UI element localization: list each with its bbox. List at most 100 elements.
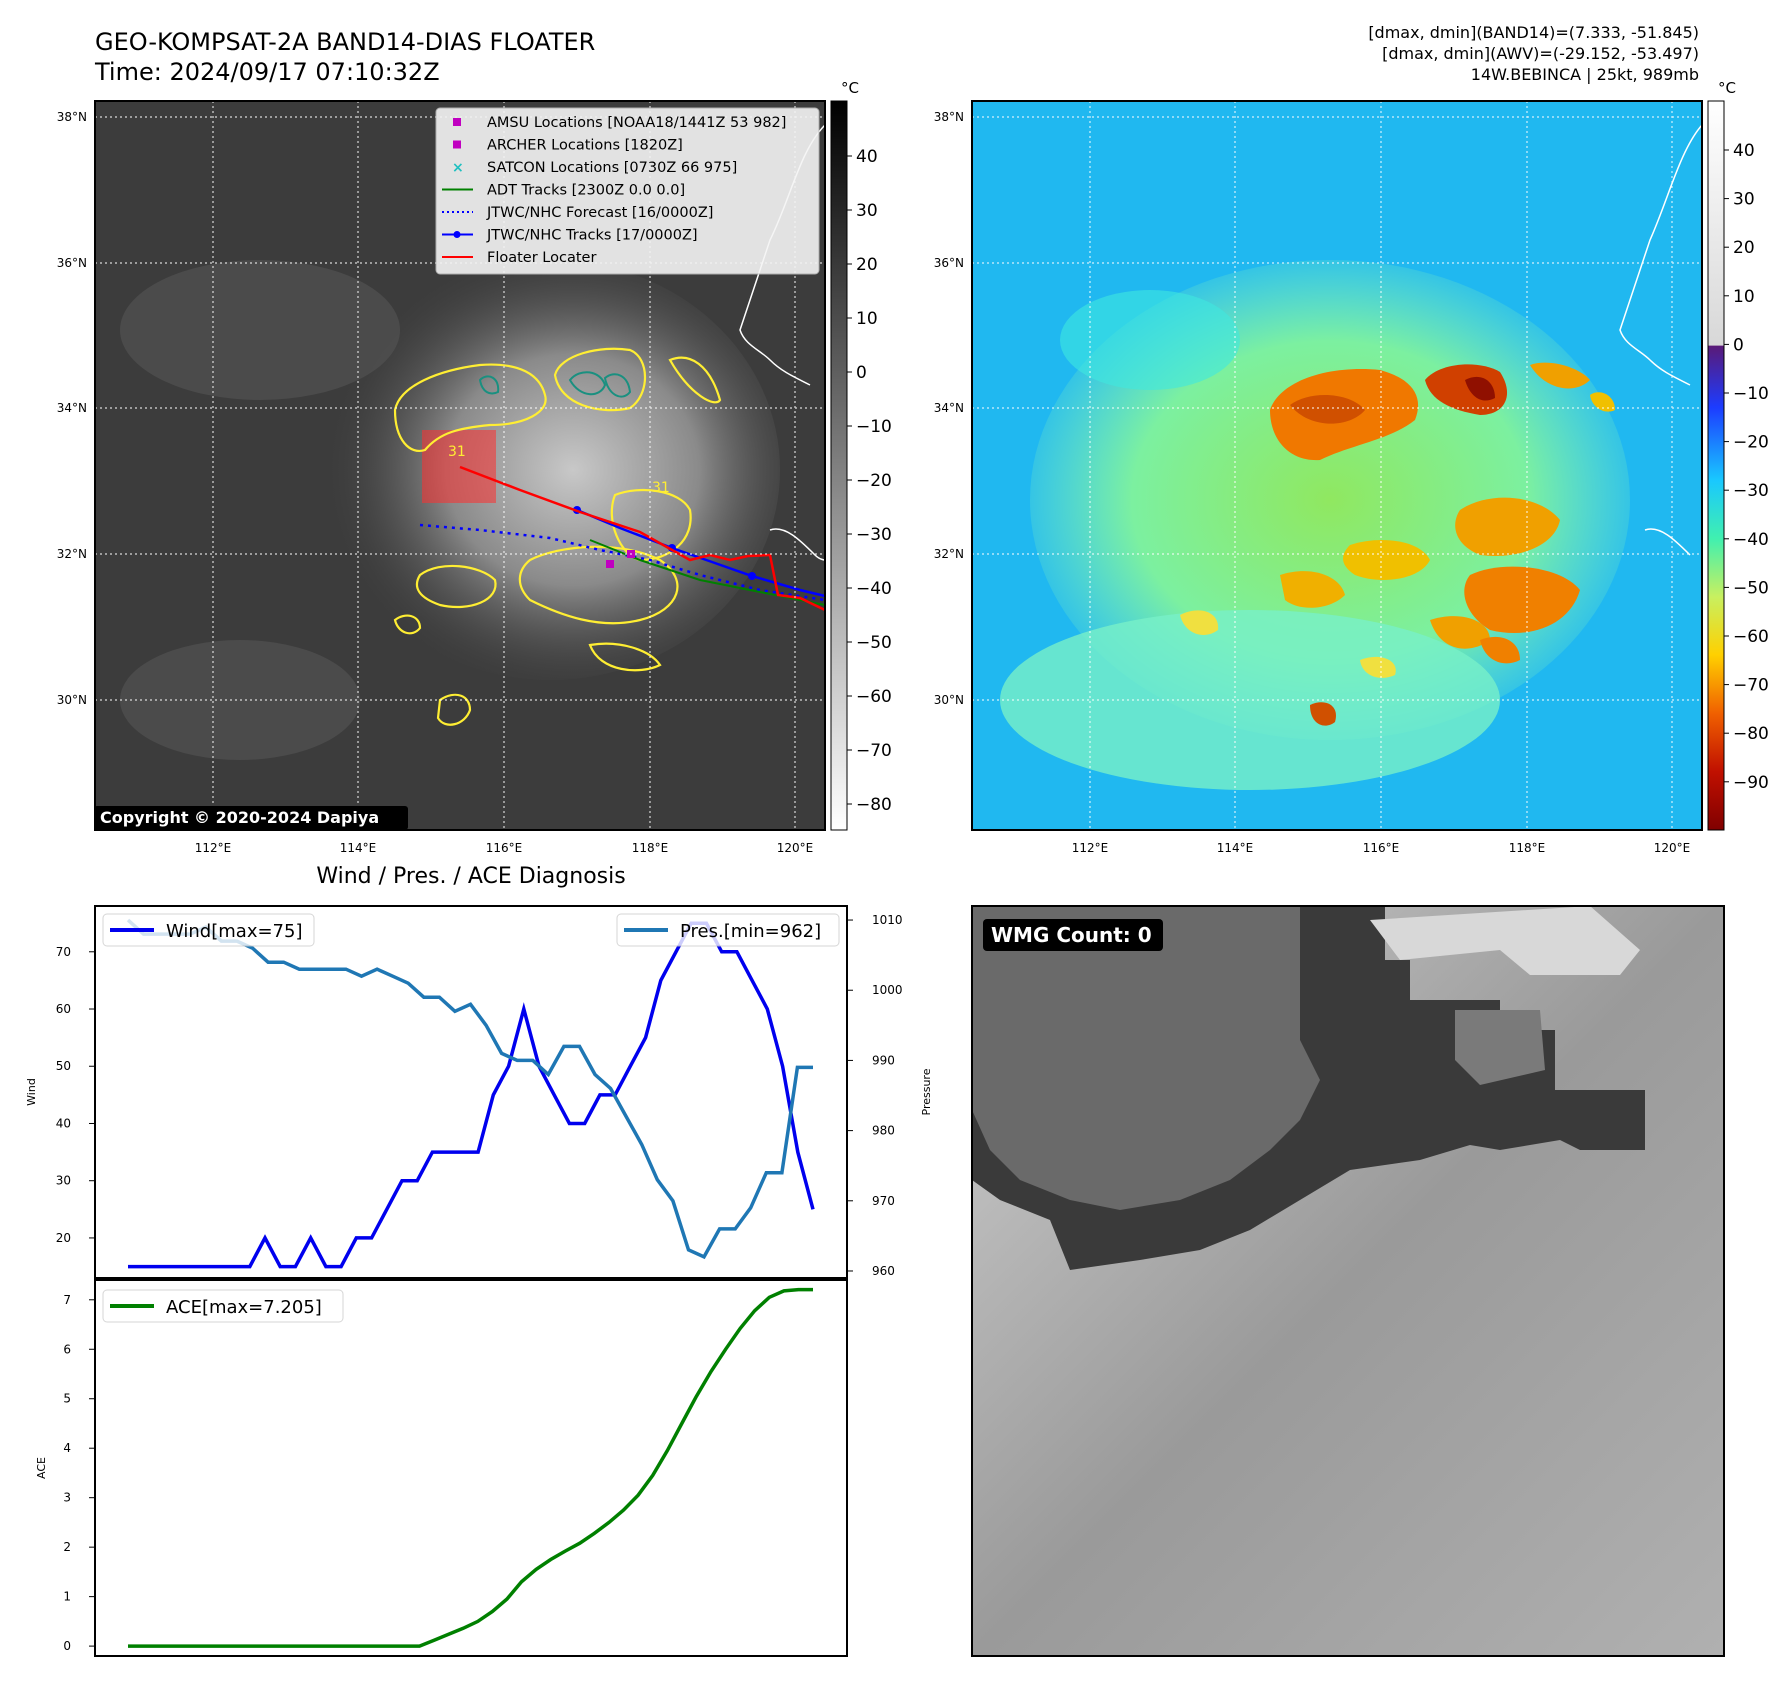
y-tick-label: 20 xyxy=(56,1231,71,1245)
y-tick-label: 50 xyxy=(56,1059,71,1073)
legend-entry: ARCHER Locations [1820Z] xyxy=(453,138,683,154)
floater-locater-track xyxy=(459,465,826,612)
y-tick-label: 2 xyxy=(63,1540,71,1554)
lat-tick-label: 36°N xyxy=(934,256,964,270)
copyright-box xyxy=(94,806,408,830)
lon-tick-label: 120°E xyxy=(1654,841,1691,855)
colorbar-tick-label: 10 xyxy=(1733,287,1755,307)
coastline xyxy=(1619,124,1703,386)
wmg-panel: WMG Count: 0 xyxy=(971,905,1725,1657)
lat-tick-label: 36°N xyxy=(57,256,87,270)
gray-colorbar-bar xyxy=(830,100,848,831)
y-tick-label: 70 xyxy=(56,945,71,959)
awv-map-frame xyxy=(971,100,1703,831)
pressure-legend-label: Pres.[min=962] xyxy=(680,921,821,942)
ace-legend-label: ACE[max=7.205] xyxy=(166,1297,322,1318)
wind-legend-label: Wind[max=75] xyxy=(166,921,303,942)
brightness-contours xyxy=(393,347,722,726)
info-storm: 14W.BEBINCA | 25kt, 989mb xyxy=(1471,65,1699,84)
jtwc-forecast-track xyxy=(419,523,826,602)
colorbar-tick-label: −70 xyxy=(1733,676,1769,696)
colorbar-tick-label: 20 xyxy=(1733,238,1755,258)
wind-pressure-frame xyxy=(94,905,848,1279)
legend-marker-square xyxy=(453,118,461,126)
legend-marker-x: × xyxy=(452,160,464,176)
colorbar-tick-label: −40 xyxy=(856,579,892,599)
colorbar-tick-label: 0 xyxy=(1733,335,1744,355)
figure-title: GEO-KOMPSAT-2A BAND14-DIAS FLOATER xyxy=(95,28,595,56)
colorbar-tick-label: 20 xyxy=(856,255,878,275)
gray-colorbar-unit: °C xyxy=(841,79,859,97)
lat-tick-label: 32°N xyxy=(57,547,87,561)
jet-colorbar-bar xyxy=(1707,100,1725,831)
y-tick-label: 7 xyxy=(63,1293,71,1307)
coastline xyxy=(769,528,826,561)
contour-label: 31 xyxy=(448,444,466,460)
legend-label: AMSU Locations [NOAA18/1441Z 53 982] xyxy=(487,115,786,131)
colorbar-tick-label: −30 xyxy=(1733,481,1769,501)
colorbar-tick-label: −20 xyxy=(856,471,892,491)
moist-region xyxy=(1000,610,1500,790)
ace-chart: 7 6 5 4 3 2 1 0 ACE ACE[max=7.205] xyxy=(35,1279,848,1657)
y-tick-label: 1000 xyxy=(872,983,903,997)
jtwc-best-track xyxy=(576,508,826,598)
colorbar-tick-label: −20 xyxy=(1733,433,1769,453)
ace-frame xyxy=(94,1279,848,1657)
y-tick-label: 990 xyxy=(872,1053,895,1067)
lat-tick-label: 30°N xyxy=(57,693,87,707)
colorbar-tick-label: 0 xyxy=(856,363,867,383)
y-tick-label: 1010 xyxy=(872,913,903,927)
wmg-count-box xyxy=(983,919,1163,951)
wind-ylabel: Wind xyxy=(25,1078,38,1106)
info-awv: [dmax, dmin](AWV)=(-29.152, -53.497) xyxy=(1382,44,1699,63)
colorbar-tick-label: −30 xyxy=(856,525,892,545)
colorbar-tick-label: 30 xyxy=(856,201,878,221)
storm-cloud-mass xyxy=(320,260,780,680)
colorbar-tick-label: 30 xyxy=(1733,190,1755,210)
jet-colorbar: °C 40 30 20 10 0 −10 −20 −30 −40 −50 −60 −70 −80 −90 xyxy=(1707,79,1769,831)
wmg-frame xyxy=(971,905,1725,1657)
wmg-light-region xyxy=(1370,906,1640,975)
y-tick-label: 30 xyxy=(56,1174,71,1188)
lat-tick-label: 38°N xyxy=(934,110,964,124)
lon-tick-label: 112°E xyxy=(1072,841,1109,855)
legend-label: Floater Locater xyxy=(487,250,596,266)
colorbar-tick-label: −90 xyxy=(1733,773,1769,793)
colorbar-tick-label: −60 xyxy=(856,687,892,707)
lon-tick-label: 116°E xyxy=(1363,841,1400,855)
ace-legend xyxy=(102,1289,344,1323)
y-tick-label: 980 xyxy=(872,1124,895,1138)
contour-label: 31 xyxy=(652,480,670,496)
y-tick-label: 3 xyxy=(63,1491,71,1505)
colorbar-tick-label: 10 xyxy=(856,309,878,329)
legend-entry: Floater Locater xyxy=(442,250,596,266)
colorbar-tick-label: 40 xyxy=(1733,141,1755,161)
info-band14: [dmax, dmin](BAND14)=(7.333, -51.845) xyxy=(1368,23,1699,42)
colorbar-tick-label: −70 xyxy=(856,741,892,761)
legend-label: ADT Tracks [2300Z 0.0 0.0] xyxy=(487,183,685,199)
y-tick-label: 4 xyxy=(63,1441,71,1455)
awv-map-panel: 38°N 36°N 34°N 32°N 30°N 112°E 114°E 116°E 118°… xyxy=(934,100,1703,855)
colorbar-tick-label: 40 xyxy=(856,147,878,167)
lat-tick-label: 34°N xyxy=(934,401,964,415)
lon-tick-label: 114°E xyxy=(1217,841,1254,855)
wmg-mid-region xyxy=(972,906,1320,1210)
colorbar-tick-label: −80 xyxy=(1733,724,1769,744)
legend-label: ARCHER Locations [1820Z] xyxy=(487,138,683,154)
ace-ylabel: ACE xyxy=(35,1457,48,1479)
legend-label: JTWC/NHC Forecast [16/0000Z] xyxy=(486,205,713,221)
wmg-count-text: WMG Count: 0 xyxy=(991,923,1152,947)
lon-tick-label: 116°E xyxy=(486,841,523,855)
y-tick-label: 970 xyxy=(872,1194,895,1208)
lat-tick-label: 34°N xyxy=(57,401,87,415)
lon-tick-label: 112°E xyxy=(195,841,232,855)
legend-marker-square xyxy=(453,140,461,149)
lat-tick-label: 30°N xyxy=(934,693,964,707)
amsu-marker xyxy=(606,560,614,568)
coastline xyxy=(1644,528,1691,556)
wmg-light-region xyxy=(1455,1010,1545,1085)
legend-entry: ADT Tracks [2300Z 0.0 0.0] xyxy=(442,183,685,199)
legend-entry: AMSU Locations [NOAA18/1441Z 53 982] xyxy=(453,115,786,131)
gray-colorbar: °C 40 30 20 10 0 −10 −20 −30 −40 −50 −60 −70 −80 xyxy=(830,79,892,831)
lon-tick-label: 118°E xyxy=(632,841,669,855)
